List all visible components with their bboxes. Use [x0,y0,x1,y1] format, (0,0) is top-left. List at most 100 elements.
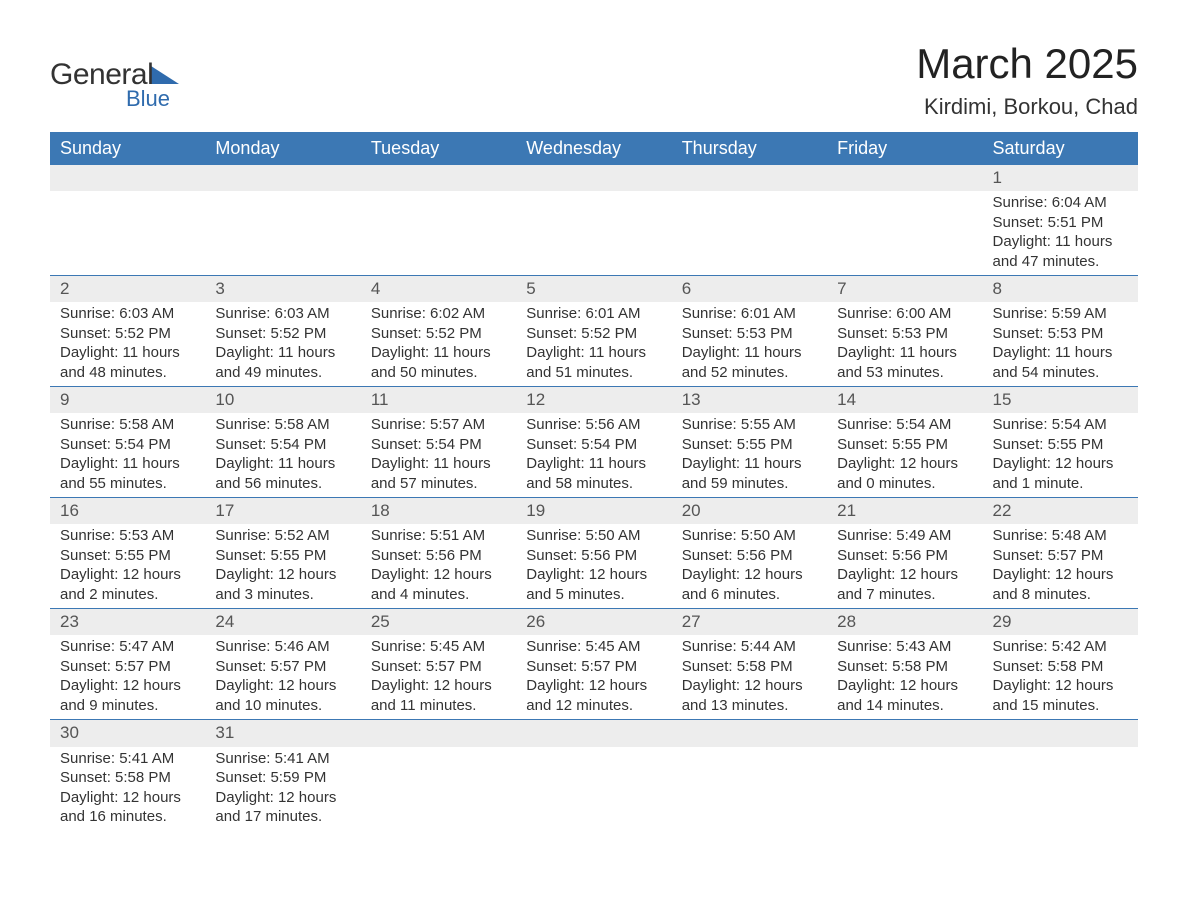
day-detail-line: Sunset: 5:58 PM [60,768,195,788]
title-block: March 2025 Kirdimi, Borkou, Chad [916,40,1138,120]
day-details: Sunrise: 5:56 AMSunset: 5:54 PMDaylight:… [516,413,671,497]
day-detail-line: Sunset: 5:55 PM [837,435,972,455]
day-number: 6 [672,276,827,302]
day-detail-line: Sunset: 5:55 PM [60,546,195,566]
day-details [516,747,671,753]
day-number: 5 [516,276,671,302]
day-detail-line: Sunset: 5:58 PM [993,657,1128,677]
calendar-week-row: 2Sunrise: 6:03 AMSunset: 5:52 PMDaylight… [50,276,1138,387]
day-detail-line: Sunset: 5:58 PM [837,657,972,677]
day-number: 7 [827,276,982,302]
day-details: Sunrise: 5:43 AMSunset: 5:58 PMDaylight:… [827,635,982,719]
day-detail-line: Sunrise: 5:46 AM [215,637,350,657]
day-details: Sunrise: 5:53 AMSunset: 5:55 PMDaylight:… [50,524,205,608]
day-number: 11 [361,387,516,413]
calendar-day-cell [516,165,671,276]
logo-main-text: General [50,58,153,91]
calendar-day-cell: 14Sunrise: 5:54 AMSunset: 5:55 PMDayligh… [827,387,982,498]
col-saturday: Saturday [983,132,1138,165]
day-number: 21 [827,498,982,524]
day-number-empty [516,720,671,746]
day-detail-line: Sunrise: 5:53 AM [60,526,195,546]
day-detail-line: Sunrise: 6:01 AM [526,304,661,324]
day-number: 2 [50,276,205,302]
day-detail-line: Sunset: 5:57 PM [60,657,195,677]
day-details [205,191,360,197]
calendar-day-cell: 1Sunrise: 6:04 AMSunset: 5:51 PMDaylight… [983,165,1138,276]
day-detail-line: Sunrise: 6:03 AM [60,304,195,324]
day-detail-line: Daylight: 12 hours and 6 minutes. [682,565,817,604]
day-detail-line: Daylight: 11 hours and 47 minutes. [993,232,1128,271]
day-number: 30 [50,720,205,746]
day-detail-line: Daylight: 12 hours and 17 minutes. [215,788,350,827]
day-detail-line: Sunrise: 5:55 AM [682,415,817,435]
day-detail-line: Daylight: 11 hours and 54 minutes. [993,343,1128,382]
day-details: Sunrise: 5:55 AMSunset: 5:55 PMDaylight:… [672,413,827,497]
day-number-empty [50,165,205,191]
day-details: Sunrise: 5:46 AMSunset: 5:57 PMDaylight:… [205,635,360,719]
calendar-day-cell [50,165,205,276]
day-detail-line: Daylight: 12 hours and 7 minutes. [837,565,972,604]
day-detail-line: Sunrise: 6:02 AM [371,304,506,324]
calendar-day-cell: 11Sunrise: 5:57 AMSunset: 5:54 PMDayligh… [361,387,516,498]
day-number: 14 [827,387,982,413]
day-detail-line: Sunrise: 5:45 AM [526,637,661,657]
calendar-day-cell [827,165,982,276]
day-details: Sunrise: 6:04 AMSunset: 5:51 PMDaylight:… [983,191,1138,275]
day-number: 19 [516,498,671,524]
day-detail-line: Sunset: 5:54 PM [60,435,195,455]
calendar-day-cell: 25Sunrise: 5:45 AMSunset: 5:57 PMDayligh… [361,609,516,720]
calendar-day-cell: 24Sunrise: 5:46 AMSunset: 5:57 PMDayligh… [205,609,360,720]
calendar-header-row: Sunday Monday Tuesday Wednesday Thursday… [50,132,1138,165]
day-detail-line: Sunrise: 5:57 AM [371,415,506,435]
calendar-day-cell: 12Sunrise: 5:56 AMSunset: 5:54 PMDayligh… [516,387,671,498]
calendar-day-cell: 6Sunrise: 6:01 AMSunset: 5:53 PMDaylight… [672,276,827,387]
day-number: 17 [205,498,360,524]
day-number-empty [827,720,982,746]
day-details: Sunrise: 6:00 AMSunset: 5:53 PMDaylight:… [827,302,982,386]
day-details: Sunrise: 5:49 AMSunset: 5:56 PMDaylight:… [827,524,982,608]
calendar-day-cell: 29Sunrise: 5:42 AMSunset: 5:58 PMDayligh… [983,609,1138,720]
col-wednesday: Wednesday [516,132,671,165]
day-detail-line: Daylight: 12 hours and 0 minutes. [837,454,972,493]
day-number: 9 [50,387,205,413]
day-number: 27 [672,609,827,635]
day-detail-line: Sunset: 5:52 PM [60,324,195,344]
day-number: 10 [205,387,360,413]
day-detail-line: Daylight: 11 hours and 53 minutes. [837,343,972,382]
day-detail-line: Daylight: 12 hours and 10 minutes. [215,676,350,715]
day-number-empty [361,720,516,746]
col-tuesday: Tuesday [361,132,516,165]
calendar-week-row: 16Sunrise: 5:53 AMSunset: 5:55 PMDayligh… [50,498,1138,609]
day-detail-line: Sunset: 5:54 PM [371,435,506,455]
day-detail-line: Sunset: 5:52 PM [371,324,506,344]
day-number: 8 [983,276,1138,302]
day-detail-line: Sunset: 5:53 PM [837,324,972,344]
calendar-week-row: 30Sunrise: 5:41 AMSunset: 5:58 PMDayligh… [50,720,1138,831]
day-detail-line: Daylight: 11 hours and 49 minutes. [215,343,350,382]
calendar-day-cell: 4Sunrise: 6:02 AMSunset: 5:52 PMDaylight… [361,276,516,387]
calendar-day-cell: 28Sunrise: 5:43 AMSunset: 5:58 PMDayligh… [827,609,982,720]
calendar-week-row: 23Sunrise: 5:47 AMSunset: 5:57 PMDayligh… [50,609,1138,720]
day-detail-line: Daylight: 11 hours and 55 minutes. [60,454,195,493]
calendar-day-cell [361,720,516,831]
day-details: Sunrise: 5:41 AMSunset: 5:58 PMDaylight:… [50,747,205,831]
day-details: Sunrise: 5:54 AMSunset: 5:55 PMDaylight:… [827,413,982,497]
day-detail-line: Sunset: 5:57 PM [993,546,1128,566]
day-number-empty [983,720,1138,746]
day-details [672,747,827,753]
day-details [516,191,671,197]
logo: General Blue [50,58,179,112]
day-number-empty [205,165,360,191]
day-detail-line: Daylight: 11 hours and 59 minutes. [682,454,817,493]
day-detail-line: Sunrise: 5:56 AM [526,415,661,435]
day-detail-line: Daylight: 12 hours and 15 minutes. [993,676,1128,715]
day-detail-line: Sunrise: 5:58 AM [60,415,195,435]
day-detail-line: Sunset: 5:53 PM [993,324,1128,344]
day-detail-line: Sunrise: 5:52 AM [215,526,350,546]
calendar-day-cell [827,720,982,831]
day-number: 1 [983,165,1138,191]
day-detail-line: Sunrise: 5:50 AM [526,526,661,546]
day-detail-line: Sunset: 5:55 PM [993,435,1128,455]
calendar-day-cell: 20Sunrise: 5:50 AMSunset: 5:56 PMDayligh… [672,498,827,609]
